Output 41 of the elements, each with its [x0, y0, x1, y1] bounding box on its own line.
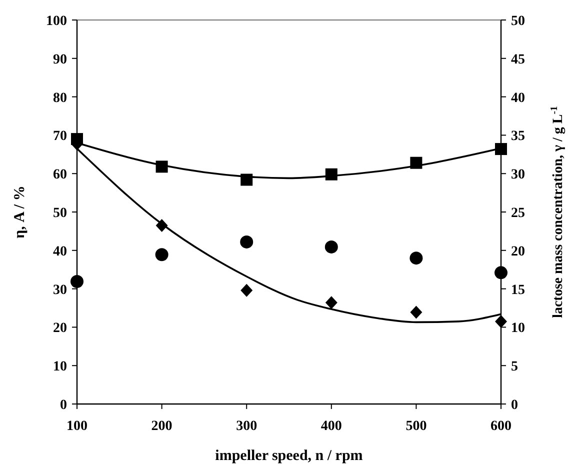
y2-tick-label: 25	[511, 206, 525, 221]
x-tick-label: 300	[236, 419, 258, 434]
y2-tick-label: 15	[511, 282, 525, 298]
point	[70, 275, 84, 288]
x-tick-label: 100	[66, 419, 88, 434]
y2-tick-label: 0	[511, 398, 518, 413]
point	[495, 314, 507, 328]
y2-tick-label: 5	[511, 360, 518, 375]
y-axis-title: η, A / %	[12, 186, 28, 238]
y2-tick-label: 10	[511, 321, 525, 336]
x-axis-title: impeller speed, n / rpm	[215, 448, 364, 464]
y2-tick-label: 20	[511, 244, 525, 260]
x-tick-label: 500	[406, 419, 427, 434]
point	[240, 235, 254, 248]
x-tick-label: 200	[151, 419, 172, 434]
y-tick-label: 10	[53, 360, 67, 375]
y2-tick-label: 40	[511, 90, 525, 106]
y2-tick-label: 45	[511, 52, 525, 68]
y-tick-label: 80	[53, 90, 67, 106]
y-tick-label: 0	[60, 398, 67, 413]
point	[494, 266, 508, 280]
y-tick-label: 20	[53, 321, 67, 336]
y-tick-label: 60	[53, 168, 67, 183]
y-tick-label: 50	[53, 206, 67, 221]
x-tick-label: 600	[490, 419, 512, 434]
point	[240, 284, 253, 297]
y-tick-label: 100	[46, 14, 67, 29]
point	[155, 248, 168, 262]
y-tick-label: 70	[53, 129, 67, 144]
point	[495, 143, 507, 156]
y2-tick-label: 30	[511, 168, 525, 183]
point	[324, 240, 338, 254]
point	[410, 252, 423, 265]
y2-tick-label: 35	[511, 129, 525, 144]
x-tick-label: 400	[320, 419, 342, 434]
y-tick-label: 90	[53, 52, 67, 68]
y-tick-label: 40	[53, 244, 67, 260]
y-tick-label: 30	[53, 282, 67, 298]
point	[410, 306, 422, 319]
point	[325, 296, 338, 310]
y2-tick-label: 50	[511, 14, 525, 29]
